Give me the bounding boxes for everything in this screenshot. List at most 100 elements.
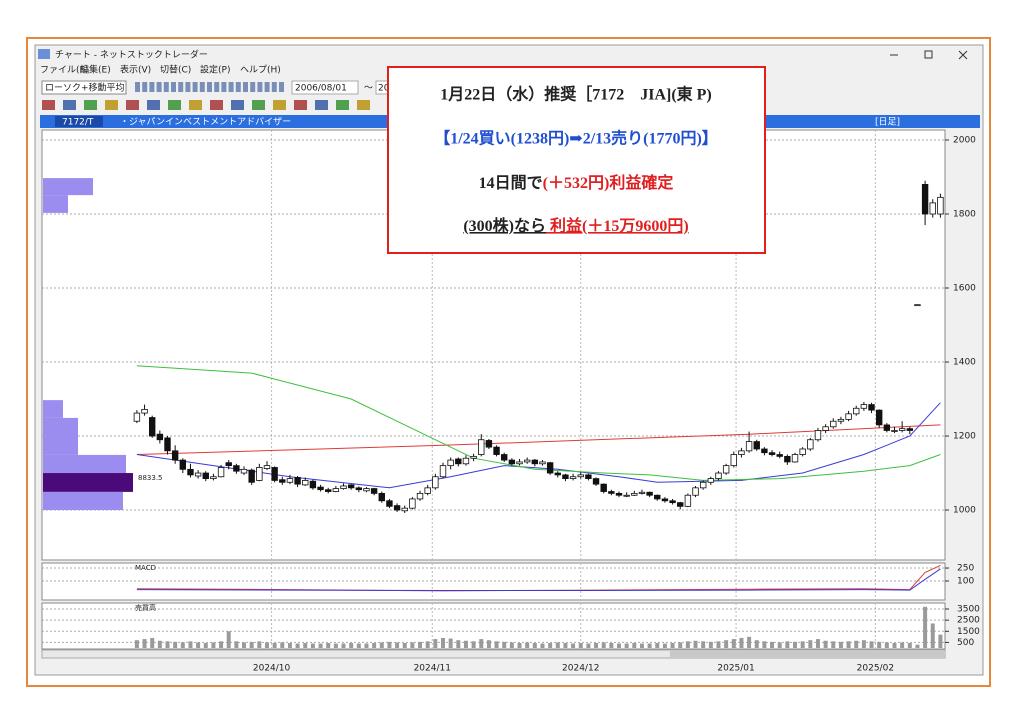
tool-icon[interactable] xyxy=(189,100,202,110)
tool-icon[interactable] xyxy=(105,100,118,110)
tool-icon[interactable] xyxy=(185,82,191,92)
tool-icon[interactable] xyxy=(168,100,181,110)
price-annotation: 8833.5 xyxy=(138,474,163,482)
tool-icon[interactable] xyxy=(156,82,162,92)
candle-body xyxy=(585,474,592,479)
tool-icon[interactable] xyxy=(42,100,55,110)
volume-bar xyxy=(356,643,361,648)
volume-bar xyxy=(326,642,331,648)
volume-bar xyxy=(440,637,445,648)
tool-icon[interactable] xyxy=(271,82,277,92)
tool-icon[interactable] xyxy=(228,82,234,92)
volume-bar xyxy=(425,641,430,648)
scroll-thumb[interactable] xyxy=(670,651,945,657)
menu-item[interactable]: ヘルプ(H) xyxy=(240,65,281,76)
candle-body xyxy=(325,489,332,492)
volume-bar xyxy=(571,643,576,648)
volume-bar xyxy=(150,637,155,648)
candle-body xyxy=(875,409,883,426)
tool-icon[interactable] xyxy=(142,82,148,92)
candle-body xyxy=(730,454,737,467)
window-title: チャート - ネットストックトレーダー xyxy=(55,49,208,61)
volume-bar xyxy=(502,641,507,648)
candle-body xyxy=(156,433,164,441)
menu-item[interactable]: ファイル(F) xyxy=(40,66,88,76)
tool-icon[interactable] xyxy=(250,82,256,92)
code-box xyxy=(55,116,103,127)
volume-bar xyxy=(808,640,813,648)
candle-body xyxy=(623,494,630,497)
tool-icon[interactable] xyxy=(357,100,370,110)
date-input[interactable] xyxy=(291,80,359,95)
x-tick-label: 2024/11 xyxy=(414,664,451,674)
moving-average xyxy=(136,365,941,481)
candle-body xyxy=(501,454,508,461)
tool-icon[interactable] xyxy=(214,82,220,92)
tool-icon[interactable] xyxy=(294,100,307,110)
restore[interactable] xyxy=(924,50,933,59)
volume-bar xyxy=(938,634,943,648)
candle-body xyxy=(309,480,317,489)
candle-body xyxy=(439,465,447,478)
volume-bar xyxy=(578,642,583,648)
candle-body xyxy=(355,487,363,491)
tool-icon[interactable] xyxy=(279,82,284,92)
candle-body xyxy=(791,454,799,463)
tool-icon[interactable] xyxy=(192,82,198,92)
period: [日足] xyxy=(875,117,900,128)
tool-icon[interactable] xyxy=(243,82,248,92)
price-volume-bar xyxy=(43,417,78,437)
volume-bar xyxy=(685,641,690,648)
tool-icon[interactable] xyxy=(273,100,286,110)
menu-item[interactable]: 切替(C) xyxy=(160,64,191,76)
tool-icon[interactable] xyxy=(221,82,227,92)
tool-icon[interactable] xyxy=(231,100,244,110)
tool-icon[interactable] xyxy=(336,100,349,110)
tool-icon[interactable] xyxy=(257,82,263,92)
candle-body xyxy=(401,507,408,512)
volume-bar xyxy=(815,639,820,648)
candle-body xyxy=(799,448,806,455)
mode-select[interactable] xyxy=(41,80,127,95)
menu-item[interactable]: 編集(E) xyxy=(80,64,111,76)
tool-icon[interactable] xyxy=(126,100,139,110)
tool-icon[interactable] xyxy=(84,100,97,110)
volume-bar xyxy=(762,641,767,648)
tool-icon[interactable] xyxy=(252,100,265,110)
tool-icon[interactable] xyxy=(163,82,169,92)
price-volume-bar xyxy=(43,454,126,474)
mode: ローソク+移動平均 xyxy=(45,82,125,94)
note-line: 1月22日（水）推奨［7172 JIA](東 P) xyxy=(440,85,712,104)
candle-body xyxy=(240,468,248,474)
tool-icon[interactable] xyxy=(315,100,328,110)
candle-body xyxy=(370,488,378,494)
volume-bar xyxy=(395,642,400,648)
close[interactable] xyxy=(958,50,968,60)
menu-item[interactable]: 表示(V) xyxy=(120,64,151,76)
tool-icon[interactable] xyxy=(149,82,155,92)
x-tick-label: 2024/12 xyxy=(562,664,599,674)
volume-bar xyxy=(264,642,269,648)
tool-icon[interactable] xyxy=(135,82,140,92)
volume-bar xyxy=(318,643,323,648)
menu-item[interactable]: 設定(P) xyxy=(200,64,230,76)
tool-icon[interactable] xyxy=(264,82,270,92)
tool-icon[interactable] xyxy=(178,82,184,92)
tool-icon[interactable] xyxy=(235,82,241,92)
tool-icon[interactable] xyxy=(210,100,223,110)
y-tick-label: 3500 xyxy=(957,605,980,615)
volume-bar xyxy=(639,643,644,648)
y-tick-label: 1600 xyxy=(953,284,976,294)
candle-body xyxy=(378,492,385,502)
tool-icon[interactable] xyxy=(171,82,176,92)
price-volume-bar xyxy=(43,473,133,492)
candle-body xyxy=(531,459,539,465)
volume-bar xyxy=(364,643,369,648)
tool-icon[interactable] xyxy=(199,82,205,92)
tool-icon[interactable] xyxy=(207,82,212,92)
candle-body xyxy=(179,459,187,470)
volume-bar xyxy=(785,641,790,648)
tool-icon[interactable] xyxy=(147,100,160,110)
tool-icon[interactable] xyxy=(63,100,76,110)
volume-bar xyxy=(249,641,254,648)
